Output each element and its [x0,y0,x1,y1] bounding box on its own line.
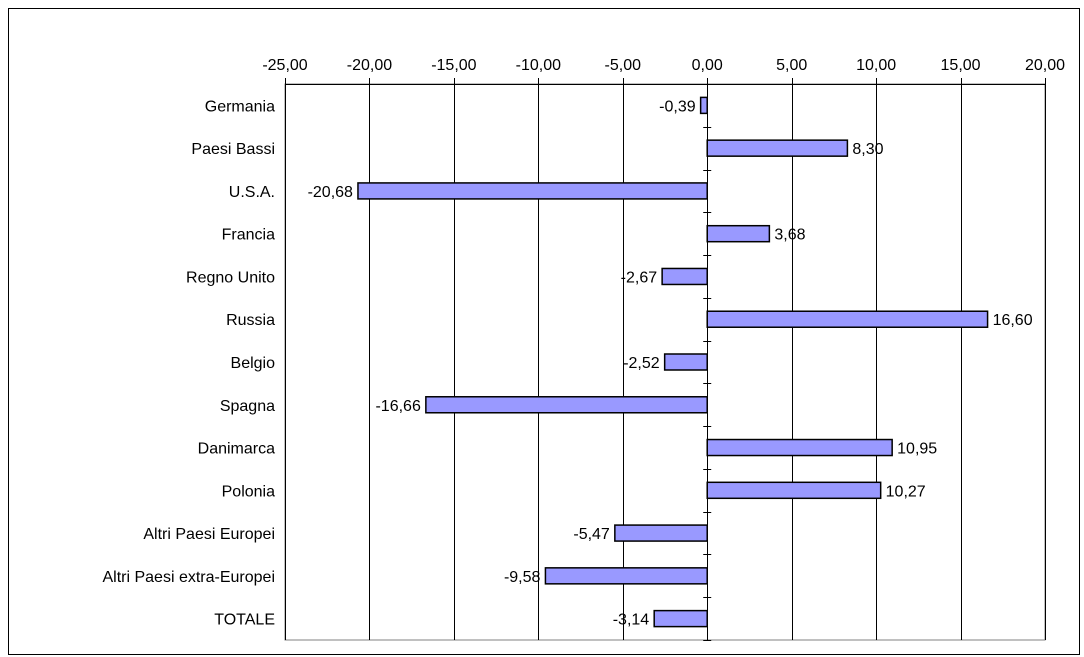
data-label: -5,47 [573,526,610,543]
x-tick-label: 15,00 [941,57,981,74]
x-tick-label: -20,00 [347,57,392,74]
x-tick-label: 5,00 [776,57,807,74]
gridlines [285,84,1046,640]
bar [706,310,989,328]
category-label: Polonia [222,483,275,500]
x-tick-label: -25,00 [262,57,307,74]
data-label: -2,67 [621,269,658,286]
x-axis [285,78,1046,641]
data-label: 3,68 [774,227,805,244]
category-label: Altri Paesi extra-Europei [102,569,275,586]
data-label: 16,60 [993,312,1033,329]
bar-chart: -25,00 -20,00 -15,00 -10,00 -5,00 0,00 5,00 10,… [102,57,1065,641]
category-label: Belgio [231,355,276,372]
bar [653,609,708,628]
bar [544,567,708,585]
data-label: 10,95 [897,441,937,458]
category-label: Francia [222,227,275,244]
bars [357,96,989,628]
bar [699,96,708,115]
category-label: Altri Paesi Europei [143,526,275,543]
category-label: Danimarca [198,441,275,458]
data-labels: -0,39 8,30 -20,68 3,68 -2,67 16,60 -2,52 -16,66… [308,98,1033,628]
data-label: -3,14 [613,612,650,629]
x-tick-label: 0,00 [692,57,723,74]
x-tick-label: -15,00 [431,57,476,74]
bar [706,224,771,243]
x-tick-label: -10,00 [516,57,561,74]
bar [663,353,708,371]
bar [661,267,708,286]
x-tick-labels: -25,00 -20,00 -15,00 -10,00 -5,00 0,00 5,00 10,… [262,57,1065,74]
bar [706,139,849,157]
data-label: -2,52 [623,355,660,372]
category-label: TOTALE [214,612,275,629]
category-label: Spagna [220,398,275,415]
x-tick-label: 10,00 [856,57,896,74]
category-label: Russia [226,312,275,329]
data-label: -20,68 [308,184,353,201]
x-tick-label: 20,00 [1025,57,1065,74]
category-label: Germania [205,98,275,115]
data-label: -9,58 [504,569,541,586]
category-label: Regno Unito [186,269,275,286]
bar [706,481,882,500]
data-label: -16,66 [375,398,420,415]
data-label: 10,27 [886,483,926,500]
category-label: Paesi Bassi [191,141,275,158]
chart-frame: -25,00 -20,00 -15,00 -10,00 -5,00 0,00 5,00 10,… [8,8,1080,655]
category-labels: Germania Paesi Bassi U.S.A. Francia Regno Un… [102,98,275,628]
x-tick-label: -5,00 [605,57,642,74]
data-label: 8,30 [852,141,883,158]
category-label: U.S.A. [229,184,275,201]
bar [706,438,893,457]
data-label: -0,39 [659,98,696,115]
bar [614,524,708,542]
bar [425,396,708,414]
bar [357,182,708,200]
